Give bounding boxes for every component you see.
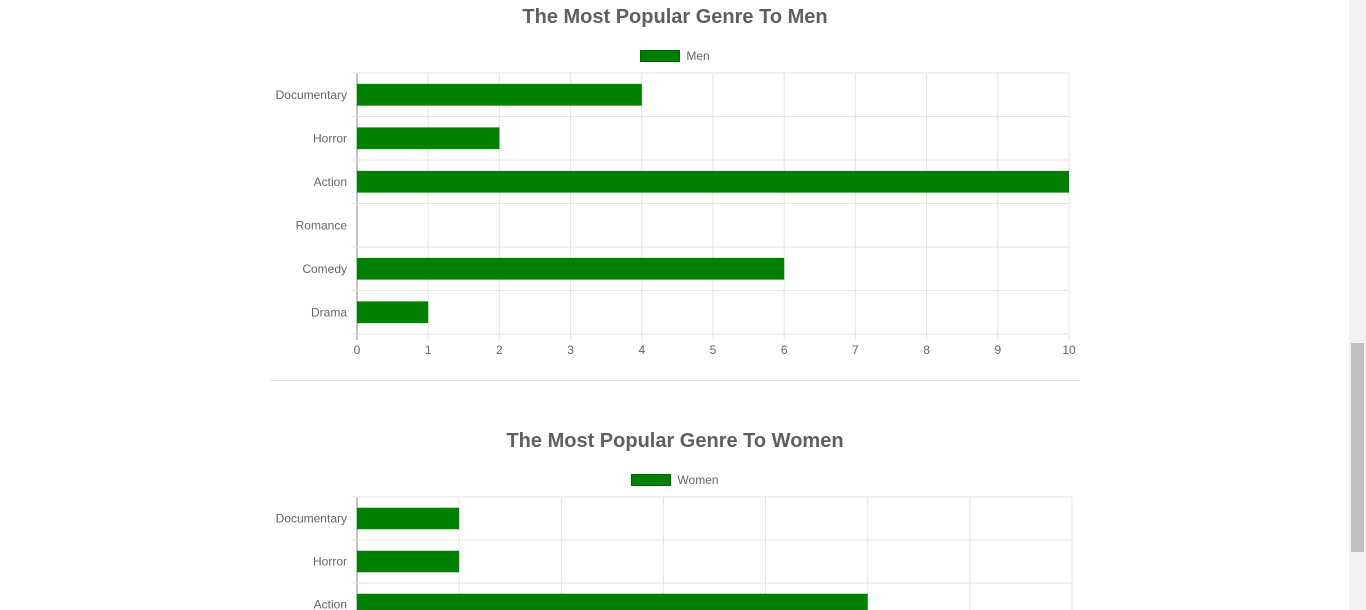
men-category-label: Documentary (276, 88, 347, 102)
vertical-scrollbar[interactable] (1349, 0, 1366, 610)
women-bar-horror[interactable] (357, 550, 460, 573)
men-x-tick-label: 3 (567, 343, 574, 357)
men-x-tick-label: 9 (994, 343, 1001, 357)
men-x-tick-label: 7 (852, 343, 859, 357)
men-bar-drama[interactable] (357, 301, 429, 324)
men-chart-legend[interactable]: Men (270, 48, 1080, 64)
women-category-label: Action (314, 598, 347, 610)
women-chart-legend[interactable]: Women (270, 472, 1080, 488)
men-x-tick-label: 0 (354, 343, 361, 357)
men-category-label: Horror (313, 131, 347, 145)
women-bar-action[interactable] (357, 593, 868, 610)
women-category-label: Horror (313, 555, 347, 569)
men-category-label: Comedy (302, 262, 347, 276)
scrollbar-thumb[interactable] (1351, 343, 1364, 552)
section-divider (270, 380, 1080, 381)
men-x-tick-label: 8 (923, 343, 930, 357)
men-genre-chart: Documentary Horror Action Romance Comedy Dram… (276, 72, 1076, 357)
men-x-tick-label: 4 (638, 343, 645, 357)
men-category-label: Romance (296, 218, 348, 232)
women-chart-title: The Most Popular Genre To Women (506, 430, 844, 452)
men-bar-horror[interactable] (357, 127, 500, 150)
men-legend-swatch (640, 50, 681, 62)
men-x-tick-label: 10 (1062, 343, 1076, 357)
men-category-label: Drama (311, 305, 347, 319)
men-bar-comedy[interactable] (357, 257, 785, 280)
men-legend-label: Men (686, 49, 710, 63)
men-bar-documentary[interactable] (357, 83, 642, 106)
men-x-tick-label: 2 (496, 343, 503, 357)
men-chart-title: The Most Popular Genre To Men (522, 6, 828, 28)
women-category-label: Documentary (276, 512, 347, 526)
men-x-tick-label: 1 (425, 343, 432, 357)
men-bar-action[interactable] (357, 170, 1069, 193)
women-bar-documentary[interactable] (357, 507, 460, 530)
men-category-label: Action (314, 175, 347, 189)
women-legend-swatch (631, 474, 672, 486)
men-x-tick-label: 5 (710, 343, 717, 357)
men-x-tick-label: 6 (781, 343, 788, 357)
women-legend-label: Women (677, 473, 719, 487)
